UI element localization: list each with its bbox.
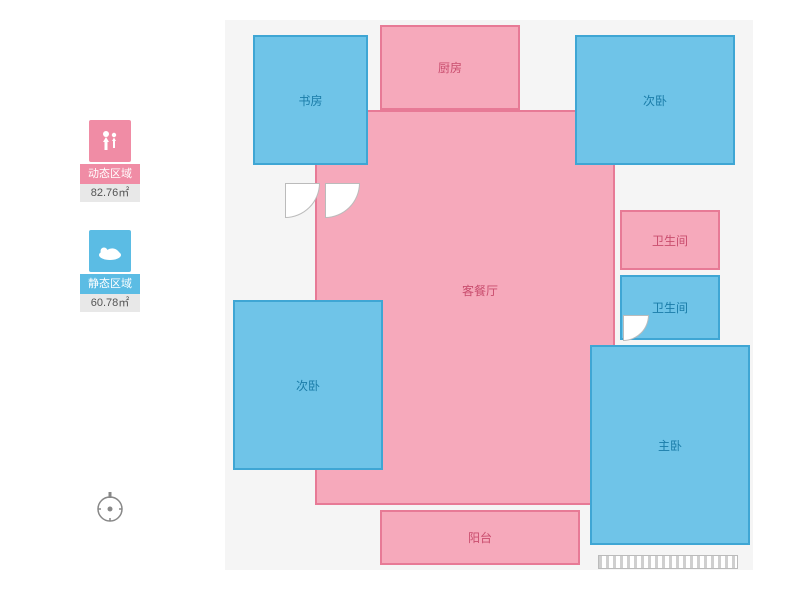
sleep-icon xyxy=(89,230,131,272)
room-label-bath2: 卫生间 xyxy=(652,299,688,316)
legend-static: 静态区域 60.78㎡ xyxy=(80,230,140,312)
room-label-bath1: 卫生间 xyxy=(652,232,688,249)
legend-dynamic-title: 动态区域 xyxy=(80,164,140,184)
room-master: 主卧 xyxy=(590,345,750,545)
floorplan: 客餐厅厨房书房次卧卫生间卫生间次卧主卧阳台 xyxy=(225,15,755,585)
room-label-master: 主卧 xyxy=(658,437,682,454)
room-label-living: 客餐厅 xyxy=(462,282,498,299)
room-bath1: 卫生间 xyxy=(620,210,720,270)
legend-dynamic: 动态区域 82.76㎡ xyxy=(80,120,140,202)
room-balcony: 阳台 xyxy=(380,510,580,565)
compass-icon xyxy=(95,490,125,520)
balcony-rail xyxy=(598,555,738,569)
people-icon xyxy=(89,120,131,162)
room-label-balcony: 阳台 xyxy=(468,529,492,546)
room-study: 书房 xyxy=(253,35,368,165)
room-bedroom2a: 次卧 xyxy=(575,35,735,165)
legend-static-title: 静态区域 xyxy=(80,274,140,294)
room-label-bedroom2a: 次卧 xyxy=(643,92,667,109)
legend-dynamic-value: 82.76㎡ xyxy=(80,184,140,202)
room-label-bedroom2b: 次卧 xyxy=(296,377,320,394)
room-bedroom2b: 次卧 xyxy=(233,300,383,470)
room-kitchen: 厨房 xyxy=(380,25,520,110)
room-label-kitchen: 厨房 xyxy=(438,59,462,76)
room-label-study: 书房 xyxy=(298,92,322,109)
legend-static-value: 60.78㎡ xyxy=(80,294,140,312)
legend-panel: 动态区域 82.76㎡ 静态区域 60.78㎡ xyxy=(80,120,140,340)
